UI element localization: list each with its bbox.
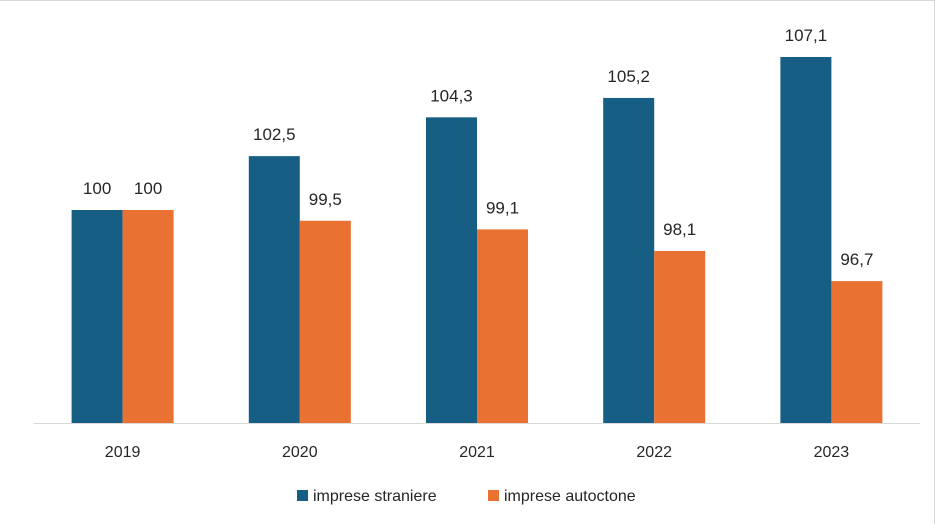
legend-swatch-imprese-autoctone [488, 490, 499, 501]
bar-imprese-straniere-2020 [248, 156, 300, 423]
legend-label-imprese-autoctone: imprese autoctone [504, 488, 636, 505]
x-tick-labels-group: 2019 2020 2021 2022 2023 [105, 444, 849, 461]
data-label-imprese-autoctone-2023: 96,7 [840, 250, 873, 269]
x-tick-label-2019: 2019 [105, 444, 141, 461]
x-tick-label-2020: 2020 [282, 444, 318, 461]
data-label-imprese-straniere-2022: 105,2 [607, 67, 650, 86]
bar-imprese-autoctone-2021 [477, 229, 528, 423]
data-label-imprese-autoctone-2021: 99,1 [486, 198, 519, 217]
data-label-imprese-autoctone-2019: 100 [134, 179, 162, 198]
data-label-imprese-straniere-2019: 100 [83, 179, 111, 198]
x-tick-label-2023: 2023 [814, 444, 850, 461]
x-tick-label-2022: 2022 [636, 444, 672, 461]
bars-group [71, 57, 883, 424]
data-labels-group: 100 100 102,5 99,5 104,3 99,1 105,2 98,1 107,1 96… [83, 26, 874, 269]
legend-swatch-imprese-straniere [297, 490, 308, 501]
legend: imprese straniere imprese autoctone [297, 488, 636, 505]
data-label-imprese-autoctone-2022: 98,1 [663, 220, 696, 239]
bar-imprese-straniere-2019 [71, 210, 123, 423]
bar-imprese-autoctone-2022 [654, 250, 706, 423]
bar-imprese-autoctone-2023 [831, 281, 883, 423]
bar-imprese-straniere-2023 [780, 57, 832, 423]
bar-imprese-straniere-2021 [426, 117, 477, 424]
bar-imprese-autoctone-2020 [299, 220, 351, 423]
data-label-imprese-straniere-2020: 102,5 [253, 125, 296, 144]
data-label-imprese-autoctone-2020: 99,5 [309, 190, 342, 209]
bar-imprese-straniere-2022 [603, 97, 655, 423]
data-label-imprese-straniere-2021: 104,3 [430, 86, 473, 105]
bar-imprese-autoctone-2019 [122, 210, 174, 423]
x-tick-label-2021: 2021 [459, 444, 495, 461]
legend-label-imprese-straniere: imprese straniere [313, 488, 437, 505]
data-label-imprese-straniere-2023: 107,1 [785, 26, 828, 45]
